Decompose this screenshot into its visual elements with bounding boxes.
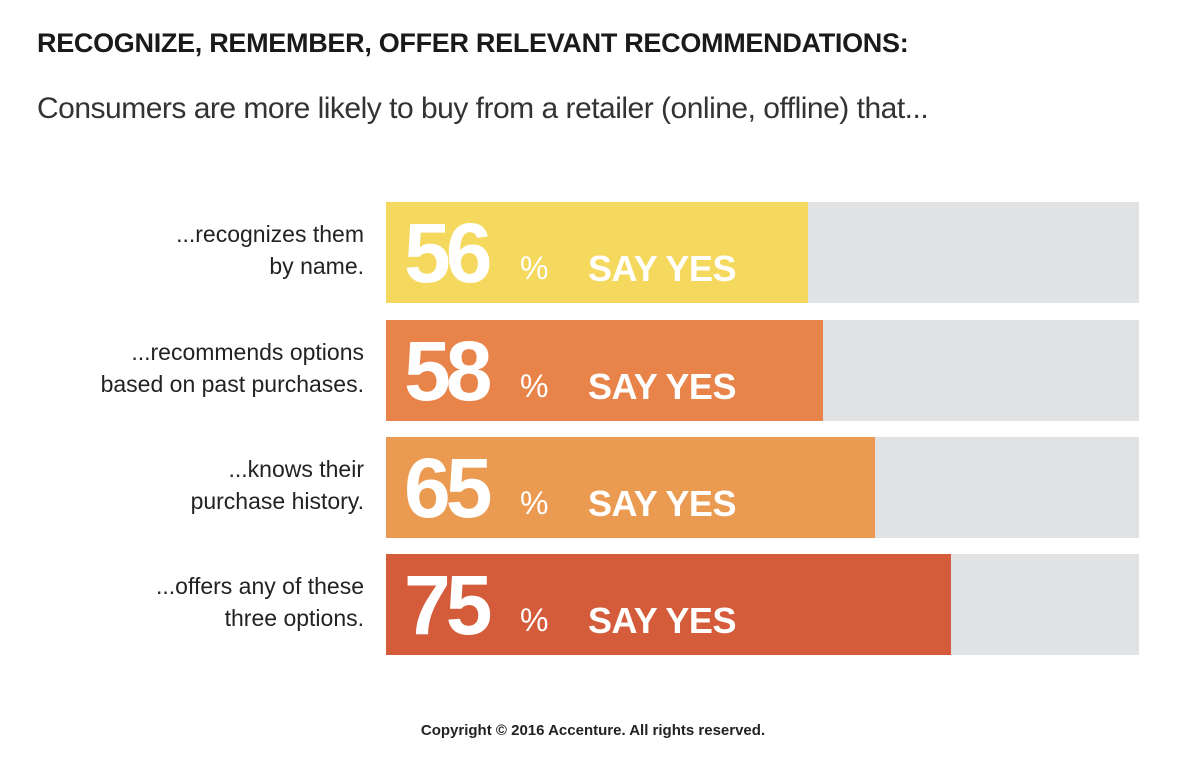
data-label-value: 65 <box>404 441 492 535</box>
bar-track: 65% SAY YES <box>386 437 1139 538</box>
bar-track: 56% SAY YES <box>386 202 1139 303</box>
category-label-line: ...knows their <box>228 456 365 482</box>
category-label-line: ...recommends options <box>131 339 364 365</box>
category-label-line: ...offers any of these <box>156 573 364 599</box>
category-label-line: purchase history. <box>190 488 364 514</box>
say-yes-label: SAY YES <box>588 600 736 641</box>
bar: 65% SAY YES <box>386 437 876 538</box>
bar-row: ...recognizes them by name. 56% SAY YES <box>0 202 1186 303</box>
copyright: Copyright © 2016 Accenture. All rights r… <box>420 722 766 739</box>
say-yes-label: SAY YES <box>588 366 736 407</box>
category-label: ...recognizes them by name. <box>176 218 364 282</box>
category-label-line: three options. <box>224 605 364 631</box>
bar-track: 75% SAY YES <box>386 554 1139 655</box>
category-label: ...knows their purchase history. <box>191 453 364 517</box>
chart-subtitle: Consumers are more likely to buy from a … <box>37 92 929 125</box>
bar: 58% SAY YES <box>386 320 823 421</box>
percent-sign: % <box>520 485 549 521</box>
data-label-value: 56 <box>404 206 492 300</box>
chart-title: RECOGNIZE, REMEMBER, OFFER RELEVANT RECO… <box>37 28 909 58</box>
say-yes-label: SAY YES <box>588 483 736 524</box>
category-label: ...recommends options based on past purch… <box>101 336 364 400</box>
bar: 56% SAY YES <box>386 202 808 303</box>
say-yes-label: SAY YES <box>588 248 736 289</box>
category-label-line: by name. <box>269 253 364 279</box>
bar-track: 58% SAY YES <box>386 320 1139 421</box>
category-label-line: ...recognizes them <box>176 221 364 247</box>
data-label-value: 75 <box>404 558 492 652</box>
percent-sign: % <box>520 250 549 286</box>
category-label: ...offers any of these three options. <box>156 570 364 634</box>
percent-sign: % <box>520 368 549 404</box>
data-label-value: 58 <box>404 324 492 418</box>
category-label-line: based on past purchases. <box>100 371 364 397</box>
bar-row: ...knows their purchase history. 65% SAY YE… <box>0 437 1186 538</box>
bar-row: ...offers any of these three options. 75% S… <box>0 554 1186 655</box>
bar: 75% SAY YES <box>386 554 951 655</box>
bar-row: ...recommends options based on past purch… <box>0 320 1186 421</box>
percent-sign: % <box>520 602 549 638</box>
